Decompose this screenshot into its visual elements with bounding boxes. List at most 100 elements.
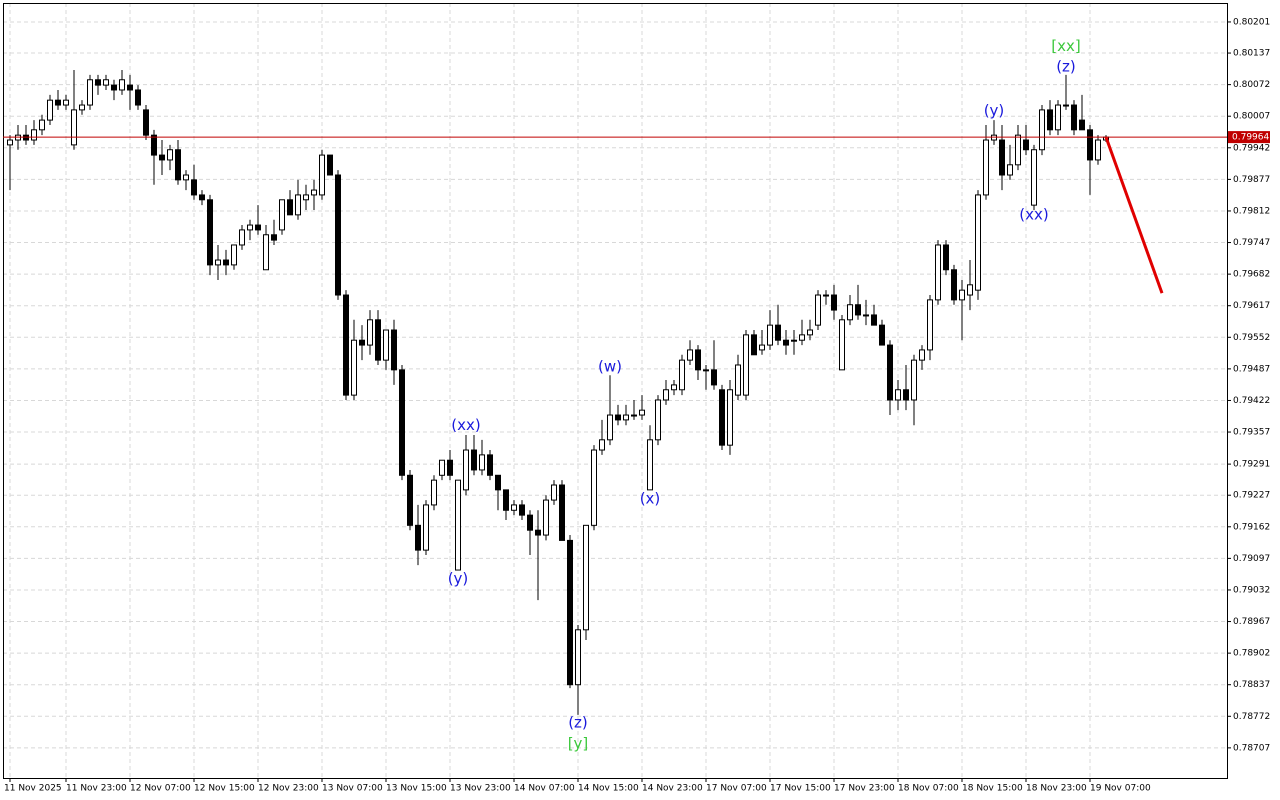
wave-label: (xx) (451, 416, 480, 434)
candle-body (783, 339, 789, 346)
candle-body (575, 629, 581, 686)
candle-body (159, 154, 165, 161)
candle-body (223, 259, 229, 266)
candle-body (807, 329, 813, 336)
candle-body (39, 119, 45, 131)
candle-body (655, 399, 661, 441)
candle-body (471, 449, 477, 471)
x-tick-label: 18 Nov 15:00 (962, 784, 1023, 794)
x-tick-label: 11 Nov 2025 (4, 784, 62, 794)
candle-body (607, 414, 613, 441)
candle-body (143, 109, 149, 136)
candle-body (999, 139, 1005, 176)
candle-body (671, 384, 677, 391)
candle-body (927, 299, 933, 351)
y-tick-label: 0.79617 (1233, 301, 1270, 311)
candle-body (935, 244, 941, 301)
candle-body (199, 194, 205, 201)
candle-body (383, 329, 389, 361)
candle-body (439, 459, 445, 476)
candle-body (359, 339, 365, 346)
candle-body (687, 349, 693, 361)
candle-body (391, 329, 397, 371)
candle-body (327, 154, 333, 176)
wave-label: (x) (640, 490, 661, 508)
candle-body (447, 459, 453, 476)
candle-body (903, 389, 909, 401)
y-tick-label: 0.79942 (1233, 143, 1270, 153)
candle-body (1055, 104, 1061, 131)
candle-body (639, 409, 645, 416)
wave-label: [y] (568, 734, 589, 752)
candle-body (79, 104, 85, 111)
candle-body (847, 304, 853, 321)
candle-body (495, 474, 501, 491)
candle-body (31, 129, 37, 141)
y-tick-label: 0.79682 (1233, 270, 1270, 280)
y-tick-label: 0.78707 (1233, 743, 1270, 753)
candle-body (831, 294, 837, 311)
candle-body (279, 199, 285, 231)
candle-body (151, 134, 157, 156)
candle-body (351, 339, 357, 396)
x-tick-label: 17 Nov 23:00 (834, 784, 895, 794)
candle-body (1071, 104, 1077, 131)
candle-body (815, 294, 821, 326)
wave-label: (xx) (1019, 205, 1048, 223)
candle-body (583, 524, 589, 631)
candle-body (743, 334, 749, 396)
candle-body (503, 489, 509, 511)
x-tick-label: 14 Nov 07:00 (514, 784, 575, 794)
candle-body (479, 454, 485, 471)
candle-body (823, 294, 829, 297)
candle-body (463, 449, 469, 491)
x-tick-label: 13 Nov 23:00 (450, 784, 511, 794)
candle-body (191, 179, 197, 196)
y-tick-label: 0.79422 (1233, 396, 1270, 406)
plot-border (3, 3, 1228, 779)
candle-body (1023, 139, 1029, 151)
candle-body (247, 224, 253, 231)
candle-body (335, 174, 341, 296)
candle-body (303, 194, 309, 201)
candle-body (1063, 104, 1069, 107)
x-tick-label: 12 Nov 15:00 (194, 784, 255, 794)
candle-body (287, 199, 293, 216)
candle-body (759, 344, 765, 351)
candle-body (215, 259, 221, 266)
candle-body (423, 504, 429, 551)
x-tick-label: 12 Nov 23:00 (258, 784, 319, 794)
wave-label: (z) (568, 714, 588, 732)
x-tick-label: 18 Nov 23:00 (1026, 784, 1087, 794)
y-tick-label: 0.79227 (1233, 491, 1270, 501)
candle-body (559, 484, 565, 541)
candle-body (775, 324, 781, 341)
candle-body (735, 364, 741, 396)
candle-body (799, 334, 805, 341)
y-tick-label: 0.80007 (1233, 112, 1270, 122)
candle-body (543, 499, 549, 536)
candle-body (887, 344, 893, 401)
candle-body (855, 304, 861, 316)
candle-body (7, 139, 13, 146)
x-tick-label: 18 Nov 07:00 (898, 784, 959, 794)
candle-body (111, 84, 117, 91)
candle-body (87, 79, 93, 106)
candle-body (71, 109, 77, 146)
candle-body (567, 539, 573, 686)
x-tick-label: 14 Nov 15:00 (578, 784, 639, 794)
candle-body (679, 359, 685, 391)
candle-body (959, 289, 965, 301)
candle-body (1079, 119, 1085, 131)
candle-body (983, 139, 989, 196)
candle-body (535, 529, 541, 536)
candle-body (711, 369, 717, 386)
price-label-box (1228, 131, 1270, 144)
candle-body (527, 514, 533, 531)
candle-body (1095, 139, 1101, 161)
candle-body (1087, 129, 1093, 161)
candle-body (919, 349, 925, 361)
y-tick-label: 0.79357 (1233, 428, 1270, 438)
